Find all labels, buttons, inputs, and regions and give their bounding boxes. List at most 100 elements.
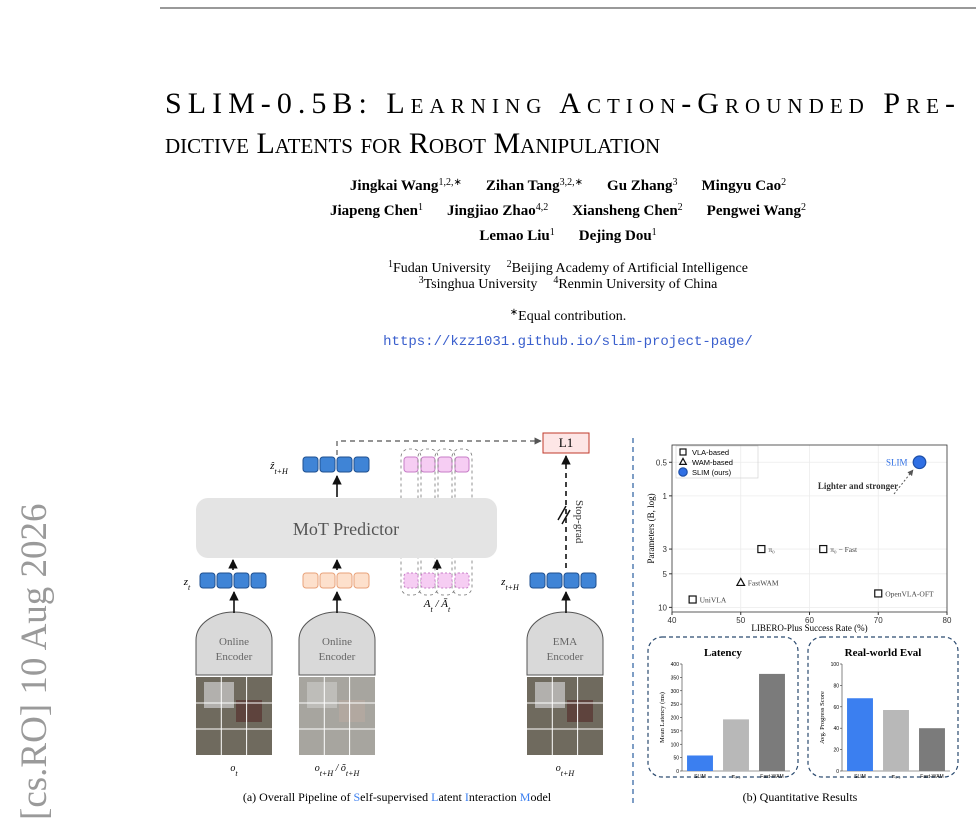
action-input-token [454,572,470,589]
math-part: t [430,605,433,614]
y-tick-label: 100 [671,742,680,748]
bar [759,673,785,771]
encoder [526,611,604,676]
stop-grad-mark [557,505,571,525]
legend-box [675,445,759,479]
caption-part: elf-supervised [360,790,431,804]
author-name: Mingyu Cao [701,178,781,194]
math-part: õ [341,763,346,774]
encoder [195,611,273,676]
point [819,544,828,554]
legend-label: VLA-based [692,448,729,457]
y-axis-label: Mean Latency (ms) [659,692,666,743]
author-name: Zihan Tang [486,178,560,194]
project-url[interactable]: https://kzz1031.github.io/slim-project-p… [383,334,753,350]
math-part: t [448,605,451,614]
predicted-latent-label: ẑt+H [269,460,289,476]
future-token [319,572,336,589]
y-tick-label: 100 [831,662,840,668]
y-tick-label: 5 [663,570,668,579]
caption-a: (a) Overall Pipeline of Self-supervised … [243,790,552,804]
author-name: Gu Zhang [607,178,673,194]
equal-contribution: ∗Equal contribution. [510,307,626,325]
math-part: t+H [274,467,289,476]
image-detail [339,700,365,722]
caption-part: (a) Overall Pipeline of [243,790,354,804]
predictor-box [196,498,497,558]
target-token [529,572,546,589]
caption-part: L [431,790,438,804]
point-label: SLIM [886,457,908,467]
caption-part: odel [530,790,551,804]
x-tick-label: 60 [805,616,814,625]
legend-label: WAM-based [692,458,733,467]
action-token [454,456,470,473]
y-axis-label: Parameters (B, log) [646,493,656,563]
encoder [298,611,376,676]
bar [883,710,909,771]
encoder-label: Encoder [216,651,253,663]
author-line: Jiapeng Chen1 Jingjiao Zhao4,2 Xiansheng C… [330,202,806,220]
math-part: t+H [346,769,361,778]
x-tick-label: π₀.₅ [732,774,741,780]
predictor-label: MoT Predictor [293,519,399,539]
panel-frame [807,636,959,778]
point-label: OpenVLA-OFT [885,589,934,598]
action-token [403,456,419,473]
author-line: Lemao Liu1 Dejing Dou1 [479,227,656,245]
math-part: o [315,763,320,774]
encoder-label: Online [219,636,249,648]
panel-title: Real-world Eval [845,647,922,659]
author-affil: 3 [672,177,677,188]
predicted-token [302,456,319,473]
y-tick-label: 150 [671,729,680,735]
y-tick-label: 3 [663,545,668,554]
action-input-token [420,572,436,589]
legend-marker [679,448,687,456]
predicted-token [353,456,370,473]
observation-label: ot [230,763,238,778]
author-line: Jingkai Wang1,2,∗ Zihan Tang3,2,∗ Gu Zhang… [350,177,786,195]
affil-number: 3 [419,275,424,286]
x-tick-label: SLIM [694,774,706,780]
encoder-label: Encoder [547,651,584,663]
author-affil: 2 [678,202,683,213]
x-tick-label: 50 [736,616,745,625]
legend-label: SLIM (ours) [692,468,732,477]
stop-grad-label: Stop-grad [573,500,585,544]
author-name: Jingjiao Zhao [447,203,536,219]
x-tick-label: 70 [874,616,883,625]
image-detail [236,700,262,722]
math-part: t+H [561,769,576,778]
action-token [420,456,436,473]
author-name: Lemao Liu [479,228,549,244]
y-tick-label: 0.5 [656,458,668,467]
y-tick-label: 80 [833,683,839,689]
bar [847,698,873,771]
math-part: / [433,598,442,610]
author-name: Jiapeng Chen [330,203,419,219]
x-tick-label: 80 [943,616,952,625]
math-part: z [500,576,506,588]
author-affil: 4,2 [536,202,549,213]
point [735,577,746,587]
encoder-label: EMA [553,636,578,648]
image-detail [567,700,593,722]
affil-name: Beijing Academy of Artificial Intelligen… [512,261,748,276]
y-tick-label: 0 [676,769,679,775]
x-tick-label: Fast-WAM [760,774,783,780]
arxiv-stamp: [cs.RO] 10 Aug 2026 [14,503,55,820]
prediction-link [336,437,542,455]
point-label: UniVLA [700,596,727,605]
point-label: π₀ − Fast [830,545,858,554]
image-detail [307,682,337,708]
future-token [353,572,370,589]
legend-marker [678,467,688,477]
predicted-token [336,456,353,473]
loss-label: L1 [559,435,573,450]
affil-number: 1 [388,259,393,270]
encoder-label: Online [322,636,352,648]
math-part: / [333,763,341,774]
author-name: Dejing Dou [579,228,652,244]
